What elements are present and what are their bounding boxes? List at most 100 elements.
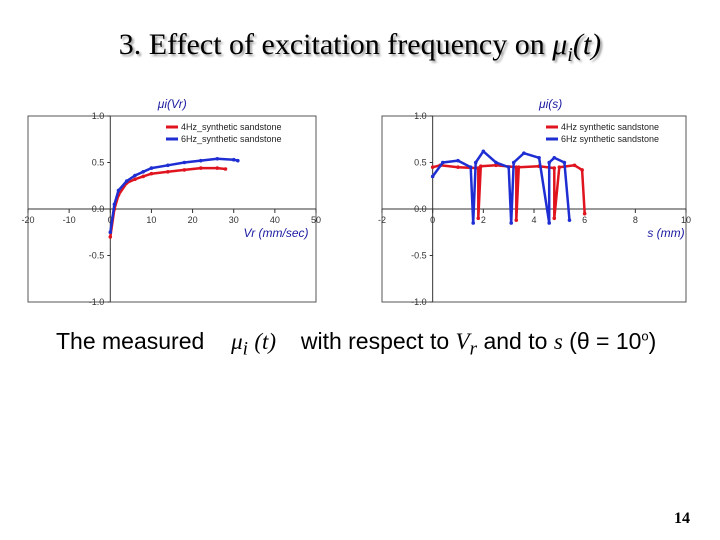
legend-label-2: 6Hz synthetic sandstone (561, 134, 659, 144)
data-point (582, 211, 587, 216)
caption-deg: o (641, 328, 649, 344)
chart-title: μi(Vr) (157, 97, 187, 111)
x-tick-label: 40 (270, 215, 280, 225)
data-point (494, 160, 498, 165)
data-point (149, 171, 154, 176)
legend-label-1: 4Hz synthetic sandstone (561, 122, 659, 132)
x-tick-label: -2 (378, 215, 386, 225)
legend-label-1: 4Hz_synthetic sandstone (181, 122, 282, 132)
caption-mu-sub: i (242, 338, 248, 360)
x-tick-label: 4 (531, 215, 536, 225)
x-tick-label: 0 (430, 215, 435, 225)
caption-part1: The measured (56, 328, 205, 354)
data-point (506, 165, 511, 169)
data-point (182, 168, 187, 172)
x-tick-label: 8 (633, 215, 638, 225)
data-point (547, 221, 551, 225)
caption-mu: μ (231, 329, 243, 354)
data-point (481, 149, 486, 154)
data-point (479, 164, 483, 169)
data-point (231, 157, 236, 162)
data-point (567, 218, 572, 222)
data-point (494, 163, 498, 168)
chart-mu-vs-vr: -20 -10 0 10 20 30 40 50 1.0 0.5 0.0 -0.5 -1.0 μi(Vr)… (21, 97, 321, 307)
data-point (141, 174, 145, 179)
y-tick-label: 1.0 (414, 111, 427, 121)
data-point (124, 179, 129, 183)
title-text: 3. Effect of excitation frequency on (118, 28, 553, 61)
data-point (112, 202, 117, 207)
legend-label-2: 6Hz_synthetic sandstone (181, 134, 282, 144)
chart-mu-vs-s: -2 0 2 4 6 8 10 1.0 0.5 0.0 -0.5 -1.0 μi(s) s (mm) 4Hz… (378, 97, 691, 307)
y-tick-label: -1.0 (89, 297, 105, 307)
x-tick-label: 0 (108, 215, 113, 225)
data-point (547, 160, 551, 165)
caption-vr: V (455, 329, 470, 354)
data-point (141, 170, 145, 174)
data-point (430, 165, 435, 169)
x-tick-label: 10 (146, 215, 156, 225)
caption-theta: (θ = 10 (569, 328, 642, 354)
caption-vr-sub: r (469, 338, 478, 360)
series-line-2 (109, 157, 239, 233)
data-point (199, 158, 203, 163)
data-point (572, 163, 577, 168)
y-tick-label: -0.5 (411, 251, 427, 261)
data-point (430, 174, 435, 179)
data-point (552, 156, 557, 160)
data-point (133, 177, 137, 182)
data-point (182, 160, 187, 165)
data-point (468, 165, 473, 169)
data-point (108, 235, 113, 239)
x-tick-label: 2 (481, 215, 486, 225)
data-point (514, 165, 519, 169)
data-point (236, 158, 240, 163)
data-point (562, 160, 567, 165)
x-tick-label: 10 (681, 215, 691, 225)
data-point (223, 167, 228, 171)
series-line-1 (109, 166, 226, 238)
data-point (552, 216, 557, 221)
data-point (509, 221, 513, 225)
y-tick-label: -0.5 (89, 251, 105, 261)
x-axis-label: s (mm) (647, 226, 684, 240)
slide-title: 3. Effect of excitation frequency on μi(… (0, 28, 720, 67)
x-tick-label: -10 (63, 215, 76, 225)
data-point (552, 166, 557, 170)
caption-part3: and to (483, 328, 548, 354)
data-point (456, 165, 460, 169)
data-point (580, 168, 584, 172)
x-tick-label: 50 (311, 215, 321, 225)
caption-s: s (553, 329, 563, 354)
y-tick-label: 0.5 (414, 158, 427, 168)
data-point (108, 230, 113, 235)
chart-title: μi(s) (538, 97, 562, 111)
x-tick-label: 30 (229, 215, 239, 225)
data-point (166, 170, 170, 174)
data-point (471, 221, 475, 225)
data-point (517, 165, 521, 169)
x-axis-label: Vr (mm/sec) (243, 226, 308, 240)
data-point (473, 160, 478, 165)
data-point (149, 166, 154, 170)
figure-caption: The measured μi (t) with respect to Vr a… (56, 328, 656, 361)
y-tick-label: -1.0 (411, 297, 427, 307)
data-point (476, 216, 481, 221)
caption-part2: with respect to (300, 328, 450, 354)
data-point (514, 218, 519, 222)
y-tick-label: 0.0 (414, 204, 427, 214)
y-tick-label: 1.0 (92, 111, 105, 121)
y-tick-label: 0.5 (92, 158, 105, 168)
data-point (476, 166, 481, 170)
data-point (215, 156, 220, 161)
data-point (166, 163, 170, 168)
y-tick-label: 0.0 (92, 204, 105, 214)
data-point (441, 160, 445, 165)
title-mu-subscript: i (567, 44, 573, 66)
data-point (116, 188, 121, 193)
data-point (199, 166, 203, 170)
data-point (522, 151, 526, 155)
page-number: 14 (674, 510, 690, 527)
title-tail: (t) (572, 28, 602, 61)
x-tick-label: 6 (582, 215, 587, 225)
